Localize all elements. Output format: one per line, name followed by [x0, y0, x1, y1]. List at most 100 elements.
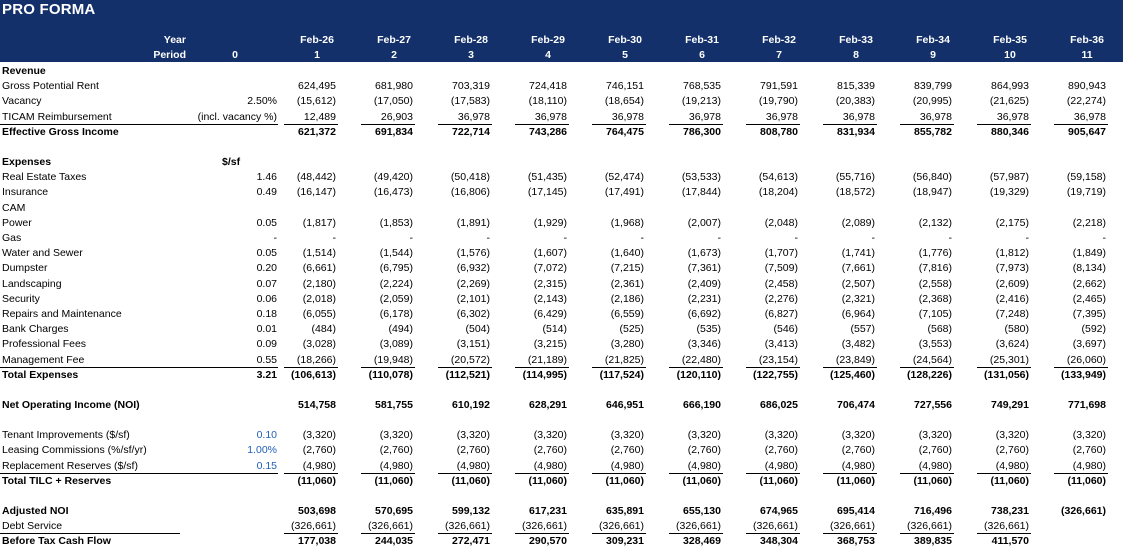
table-row: Tenant Improvements ($/sf) 0.10 (3,320) (3,…	[0, 428, 1123, 443]
period-header-2: 2	[391, 49, 397, 61]
cell-value: (592)	[1081, 323, 1106, 336]
cell-value: (2,409)	[687, 277, 721, 290]
cell-value: (49,420)	[373, 171, 413, 184]
cell-value: (2,416)	[995, 292, 1029, 305]
cell-value: (17,145)	[527, 186, 567, 199]
cell-value: (133,949)	[1061, 368, 1106, 381]
cell-value: (22,480)	[681, 353, 721, 366]
cell-value: (6,559)	[610, 308, 644, 320]
cell-value: 764,475	[606, 125, 644, 138]
cell-value: 36,978	[688, 110, 721, 123]
cell-value: (2,276)	[764, 292, 798, 305]
cell-value: (546)	[773, 323, 798, 336]
assumption-value[interactable]: 0.15	[256, 459, 277, 472]
period-header-7: 7	[776, 49, 782, 61]
assumption-value: -	[273, 232, 278, 244]
table-row: Effective Gross Income 621,372 691,834 722,…	[0, 125, 1123, 140]
cell-value: 617,231	[529, 505, 567, 517]
cell-value: (51,435)	[527, 171, 567, 184]
year-header-10: Feb-35	[993, 34, 1027, 46]
assumption-value: 0.18	[256, 308, 277, 320]
cell-value: (2,507)	[841, 277, 875, 290]
cell-value: (2,458)	[764, 277, 798, 290]
cell-value: (110,078)	[368, 368, 413, 381]
cell-value: (20,572)	[450, 353, 490, 366]
cell-value: (2,760)	[918, 444, 952, 457]
cell-value: 880,346	[991, 125, 1029, 138]
cell-value: (3,320)	[764, 429, 798, 442]
cell-value: (326,661)	[1061, 505, 1106, 517]
cell-value: 12,489	[303, 110, 336, 123]
row-label: Leasing Commissions (%/sf/yr)	[2, 444, 147, 457]
cell-value: 244,035	[375, 535, 413, 548]
year-header-2: Feb-27	[377, 34, 411, 46]
assumption-value[interactable]: 0.10	[256, 429, 277, 442]
row-label: Bank Charges	[2, 323, 69, 336]
table-row	[0, 413, 1123, 428]
cell-value: (54,613)	[758, 171, 798, 184]
row-label: Insurance	[2, 186, 49, 199]
cell-value: (11,060)	[297, 474, 336, 487]
cell-value: (326,661)	[676, 520, 721, 533]
cell-value: 635,891	[606, 505, 644, 517]
cell-value: (494)	[388, 323, 413, 336]
cell-value: (117,524)	[599, 368, 644, 381]
cell-value: 831,934	[837, 125, 875, 138]
cell-value: (2,089)	[841, 216, 875, 229]
cell-value: (6,932)	[456, 262, 490, 275]
cell-value: (326,661)	[291, 520, 336, 533]
cell-value: (580)	[1004, 323, 1029, 336]
cell-value: 348,304	[760, 535, 798, 548]
table-row: Landscaping 0.07 (2,180) (2,224) (2,269) (2,3…	[0, 277, 1123, 292]
cell-value: 722,714	[452, 125, 490, 138]
cell-value: 503,698	[298, 505, 336, 517]
cell-value: (7,661)	[841, 262, 875, 275]
cell-value: (50,418)	[450, 171, 490, 184]
table-row: Total TILC + Reserves (11,060) (11,060) (11…	[0, 474, 1123, 489]
cell-value: (2,760)	[302, 444, 336, 457]
cell-value: 646,951	[606, 399, 644, 411]
assumption-value: 0.09	[256, 338, 277, 351]
cell-value: (2,143)	[533, 292, 567, 305]
cell-value: (326,661)	[599, 520, 644, 533]
period-label: Period	[153, 49, 186, 61]
cell-value: (3,320)	[302, 429, 336, 442]
cell-value: 655,130	[683, 505, 721, 517]
cell-value: 36,978	[996, 110, 1029, 123]
cell-value: (1,812)	[995, 247, 1029, 260]
cell-value: 749,291	[991, 399, 1029, 411]
cell-value: (15,612)	[296, 95, 336, 108]
period-header-4: 4	[545, 49, 551, 61]
table-row: Bank Charges 0.01 (484) (494) (504) (514) (525…	[0, 322, 1123, 337]
cell-value: (6,429)	[533, 308, 567, 320]
year-header-9: Feb-34	[916, 34, 950, 46]
table-row: CAM	[0, 201, 1123, 216]
cell-value: (4,980)	[687, 459, 721, 472]
cell-value: (1,576)	[456, 247, 490, 260]
cell-value: (16,473)	[373, 186, 413, 199]
cell-value: (7,395)	[1072, 308, 1106, 320]
cell-value: 724,418	[529, 80, 567, 93]
cell-value: 864,993	[991, 80, 1029, 93]
cell-value: -	[409, 232, 414, 244]
period-header-5: 5	[622, 49, 628, 61]
cell-value: (18,947)	[912, 186, 952, 199]
cell-value: 738,231	[991, 505, 1029, 517]
cell-value: (20,383)	[835, 95, 875, 108]
unit-label: $/sf	[222, 156, 241, 168]
assumption-value: 2.50%	[247, 95, 277, 108]
cell-value: 628,291	[529, 399, 567, 411]
cell-value: (6,964)	[841, 308, 875, 320]
cell-value: (11,060)	[836, 474, 875, 487]
table-row: Power 0.05 (1,817) (1,853) (1,891) (1,929) (1,…	[0, 216, 1123, 231]
cell-value: 621,372	[298, 125, 336, 138]
row-label: Net Operating Income (NOI)	[2, 399, 140, 411]
row-label: TICAM Reimbursement	[2, 110, 112, 123]
cell-value: 177,038	[298, 535, 336, 548]
assumption-value[interactable]: 1.00%	[247, 444, 277, 457]
cell-value: (131,056)	[984, 368, 1029, 381]
cell-value: 706,474	[837, 399, 875, 411]
cell-value: (8,134)	[1072, 262, 1106, 275]
cell-value: (3,320)	[918, 429, 952, 442]
cell-value: (2,018)	[302, 292, 336, 305]
